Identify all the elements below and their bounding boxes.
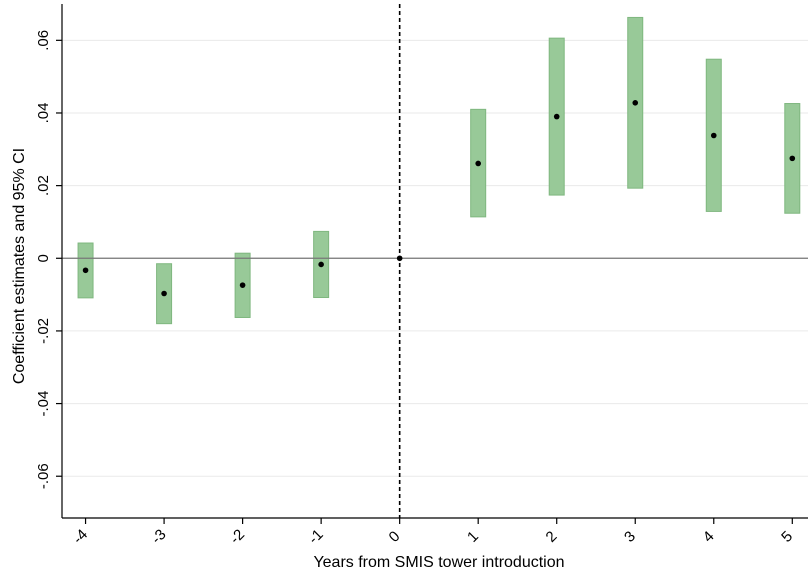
- x-tick-label: 3: [621, 528, 639, 546]
- x-tick-label: 1: [464, 528, 482, 546]
- y-tick-label: .06: [35, 30, 52, 51]
- confidence-intervals: [77, 16, 801, 325]
- y-tick-label: 0: [35, 254, 52, 262]
- point-estimate: [710, 132, 717, 139]
- x-tick-label: -1: [305, 526, 326, 547]
- point-estimate: [475, 160, 481, 167]
- y-tick-label: .04: [35, 103, 52, 124]
- x-tick-label: 4: [700, 528, 718, 546]
- point-estimate: [239, 282, 246, 288]
- axes: [56, 4, 808, 524]
- x-tick-label: -3: [148, 526, 169, 547]
- x-tick-label: 5: [778, 528, 796, 546]
- tick-labels: -.06 -.04 -.02 0 .02 .04 .06 -4 -3 -2 -1 0 1 2 3 4 5: [35, 30, 796, 548]
- point-estimate: [82, 267, 89, 274]
- point-estimate: [161, 290, 167, 297]
- reference-lines: [62, 4, 808, 518]
- point-estimates: [82, 100, 796, 297]
- x-tick-label: -4: [70, 526, 91, 547]
- point-estimate: [396, 255, 403, 262]
- x-tick-label: -2: [227, 526, 248, 547]
- y-tick-label: .02: [35, 175, 52, 196]
- x-tick-label: 0: [386, 528, 404, 546]
- point-estimate: [318, 261, 324, 268]
- y-axis-title: Coefficient estimates and 95% CI: [11, 148, 28, 384]
- y-tick-label: -.06: [35, 463, 52, 489]
- x-axis-title: Years from SMIS tower introduction: [313, 554, 564, 571]
- x-tick-label: 2: [543, 528, 561, 546]
- point-estimate: [789, 155, 796, 162]
- y-tick-label: -.02: [35, 318, 52, 344]
- y-tick-label: -.04: [35, 391, 52, 417]
- point-estimate: [632, 100, 639, 106]
- point-estimate: [553, 113, 560, 120]
